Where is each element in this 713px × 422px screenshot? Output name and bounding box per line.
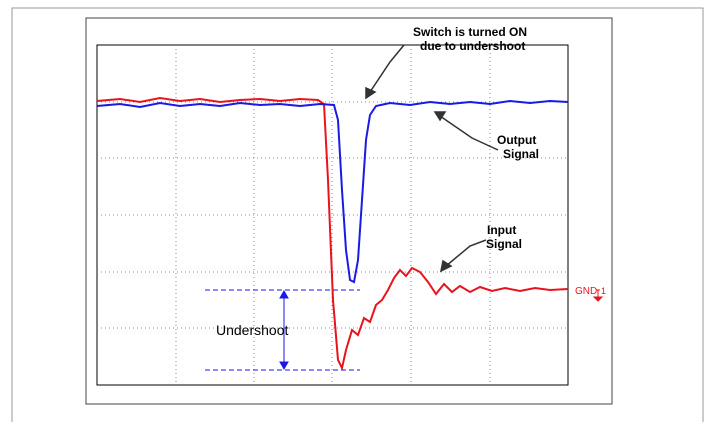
gnd-label: GND [575,286,597,297]
switch-label-2: due to undershoot [420,39,525,53]
input-label-2: Signal [486,237,522,251]
input-trace [96,96,569,371]
outer-frame [11,7,704,422]
output-trace [96,99,569,284]
grid [97,45,568,385]
undershoot-marker [205,289,360,371]
switch-label-1: Switch is turned ON [413,25,527,39]
callout-arrows [365,44,499,273]
undershoot-label: Undershoot [216,322,288,338]
channel-label: 1 [601,286,606,296]
output-label-1: Output [497,133,536,147]
input-label-1: Input [487,223,516,237]
scope-screen [96,44,569,386]
output-label-2: Signal [503,147,539,161]
gnd-symbol [592,289,604,302]
